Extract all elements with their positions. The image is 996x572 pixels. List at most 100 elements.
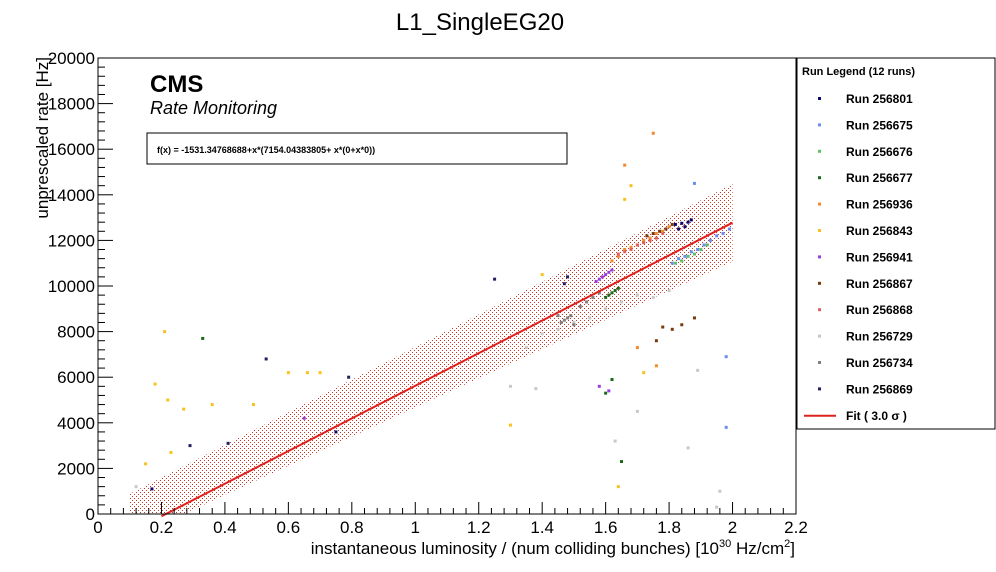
data-point bbox=[667, 289, 671, 293]
data-point bbox=[629, 245, 633, 249]
legend-title: Run Legend (12 runs) bbox=[802, 66, 915, 78]
data-point bbox=[534, 387, 538, 391]
y-tick-label: 4000 bbox=[57, 414, 95, 433]
data-point bbox=[686, 446, 690, 450]
y-tick-label: 16000 bbox=[48, 140, 95, 159]
data-point bbox=[210, 403, 214, 407]
fit-band bbox=[129, 183, 733, 514]
data-point bbox=[670, 261, 674, 265]
data-point bbox=[692, 181, 696, 185]
x-tick-label: 2.2 bbox=[784, 518, 808, 537]
legend-label: Run 256868 bbox=[846, 303, 913, 317]
y-tick-label: 8000 bbox=[57, 323, 95, 342]
data-point bbox=[613, 289, 617, 293]
data-point bbox=[597, 384, 601, 388]
data-point bbox=[654, 236, 658, 240]
data-point bbox=[620, 300, 623, 304]
x-tick-label: 1.6 bbox=[594, 518, 618, 537]
legend-label: Run 256677 bbox=[846, 171, 913, 185]
data-point bbox=[642, 238, 646, 242]
legend-items: Run 256801 Run 256675 Run 256676 Run 256677… bbox=[804, 92, 913, 423]
data-point bbox=[677, 257, 681, 261]
data-point bbox=[305, 371, 309, 375]
x-tick-label: 0.4 bbox=[213, 518, 237, 537]
data-point bbox=[651, 131, 655, 135]
legend-label: Run 256675 bbox=[846, 118, 913, 132]
data-point bbox=[654, 364, 658, 368]
data-point bbox=[683, 225, 687, 229]
y-tick-label: 12000 bbox=[48, 231, 95, 250]
data-point bbox=[654, 232, 658, 236]
data-point bbox=[594, 279, 598, 283]
data-point bbox=[683, 254, 687, 258]
plot-area bbox=[129, 131, 734, 518]
y-tick-label: 20000 bbox=[48, 49, 95, 68]
data-point bbox=[715, 234, 719, 238]
data-point bbox=[508, 384, 512, 388]
data-point bbox=[670, 327, 674, 331]
data-point bbox=[721, 232, 725, 236]
x-tick-label: 2 bbox=[728, 518, 737, 537]
data-point bbox=[658, 229, 662, 233]
data-point bbox=[642, 241, 646, 245]
legend-marker bbox=[818, 308, 821, 312]
data-point bbox=[718, 489, 722, 493]
data-point bbox=[616, 485, 620, 489]
data-point bbox=[508, 423, 512, 427]
legend-marker bbox=[818, 176, 821, 180]
data-points bbox=[134, 131, 731, 509]
legend-label: Run 256734 bbox=[846, 356, 913, 370]
legend-label: Run 256801 bbox=[846, 92, 913, 106]
data-point bbox=[715, 505, 719, 509]
data-point bbox=[623, 248, 627, 252]
legend-label: Run 256936 bbox=[846, 198, 913, 212]
legend-marker bbox=[818, 281, 821, 285]
y-tick-label: 0 bbox=[86, 505, 95, 524]
x-tick-label: 1.4 bbox=[530, 518, 554, 537]
y-tick-label: 10000 bbox=[48, 277, 95, 296]
data-point bbox=[524, 346, 528, 350]
data-point bbox=[651, 232, 655, 236]
data-point bbox=[635, 293, 639, 297]
data-point bbox=[569, 314, 573, 318]
data-point bbox=[673, 222, 677, 226]
data-point bbox=[680, 259, 684, 263]
data-point bbox=[661, 325, 665, 329]
data-point bbox=[686, 254, 690, 258]
legend-marker bbox=[818, 97, 821, 100]
data-point bbox=[623, 250, 627, 254]
chart-title: L1_SingleEG20 bbox=[396, 9, 564, 36]
data-point bbox=[347, 375, 351, 379]
data-point bbox=[648, 238, 652, 242]
x-tick-label: 1 bbox=[411, 518, 420, 537]
legend-label: Run 256867 bbox=[846, 277, 913, 291]
legend-marker bbox=[818, 361, 821, 364]
data-point bbox=[597, 291, 601, 295]
data-point bbox=[661, 232, 665, 236]
rate-monitoring-label: Rate Monitoring bbox=[150, 98, 277, 118]
data-point bbox=[556, 314, 560, 318]
data-point bbox=[645, 234, 649, 238]
data-point bbox=[597, 277, 601, 281]
data-point bbox=[667, 225, 671, 229]
data-point bbox=[623, 197, 627, 201]
data-point bbox=[251, 403, 255, 407]
data-point bbox=[588, 316, 592, 320]
data-point bbox=[182, 407, 186, 411]
y-axis-label: unprescaled rate [Hz] bbox=[33, 57, 52, 219]
data-point bbox=[607, 270, 611, 274]
x-tick-label: 0.8 bbox=[340, 518, 364, 537]
data-point bbox=[226, 441, 230, 445]
data-point bbox=[264, 357, 268, 361]
data-point bbox=[689, 250, 693, 254]
legend-marker bbox=[818, 149, 821, 153]
plot-frame bbox=[97, 57, 797, 515]
data-point bbox=[169, 450, 173, 454]
x-tick-label: 0.6 bbox=[277, 518, 301, 537]
data-point bbox=[680, 221, 684, 225]
data-point bbox=[689, 218, 693, 222]
data-point bbox=[616, 252, 620, 256]
data-point bbox=[696, 368, 700, 372]
data-point bbox=[635, 346, 639, 350]
y-tick-label: 6000 bbox=[57, 368, 95, 387]
